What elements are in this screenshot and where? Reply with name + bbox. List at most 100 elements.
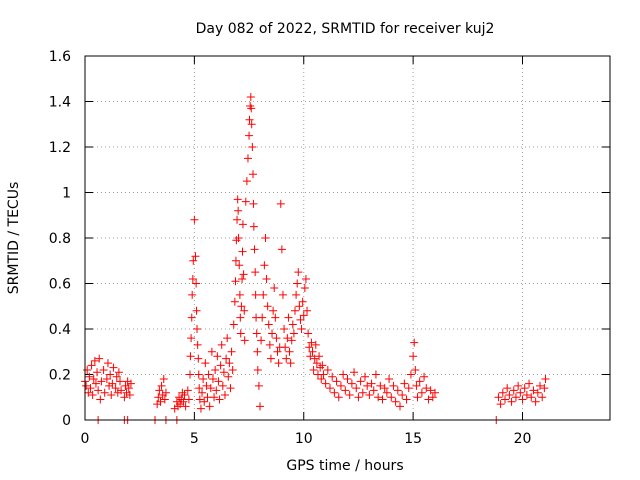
x-tick-label: 0	[81, 431, 90, 447]
data-point	[181, 402, 190, 411]
data-point	[518, 395, 527, 404]
data-point	[318, 361, 327, 370]
data-point	[234, 206, 243, 215]
data-point	[94, 386, 103, 395]
data-point	[516, 388, 525, 397]
data-point	[97, 377, 106, 386]
data-point	[288, 320, 297, 329]
data-point	[112, 372, 121, 381]
data-point	[284, 313, 293, 322]
data-point	[228, 365, 237, 374]
data-point	[237, 302, 246, 311]
data-point	[155, 386, 164, 395]
data-point	[216, 361, 225, 370]
data-point	[211, 365, 220, 374]
data-point	[246, 92, 255, 101]
data-point	[114, 368, 123, 377]
data-point	[297, 325, 306, 333]
data-point	[103, 359, 112, 368]
data-point	[219, 368, 228, 377]
x-tick-label: 5	[190, 431, 199, 447]
data-point	[503, 384, 512, 393]
data-point	[263, 302, 272, 311]
data-point	[240, 336, 249, 345]
data-point	[328, 372, 337, 381]
data-point	[90, 356, 99, 365]
data-point	[227, 347, 236, 356]
data-point	[385, 375, 394, 384]
data-point	[356, 377, 365, 386]
data-point	[243, 154, 252, 163]
data-point	[253, 365, 262, 374]
data-point	[369, 386, 378, 395]
data-point	[234, 234, 243, 242]
data-point	[257, 336, 266, 345]
x-tick-label: 10	[295, 431, 313, 447]
data-point	[82, 381, 91, 390]
data-point	[201, 359, 210, 368]
data-point	[249, 222, 258, 231]
data-point	[269, 306, 278, 315]
data-point	[198, 388, 207, 397]
data-point	[85, 372, 94, 381]
data-point	[126, 379, 135, 388]
grid-lines	[85, 56, 610, 420]
data-point	[245, 115, 254, 124]
data-point	[330, 388, 339, 397]
data-point	[259, 290, 268, 299]
data-point	[195, 384, 204, 393]
data-point	[404, 384, 413, 393]
data-point	[424, 395, 433, 404]
data-point	[91, 379, 100, 388]
data-point	[326, 384, 334, 393]
data-point	[426, 386, 435, 395]
data-point	[157, 381, 166, 390]
data-point	[389, 381, 398, 390]
data-point	[412, 381, 421, 390]
data-point	[282, 354, 291, 363]
data-point	[180, 390, 189, 399]
data-point	[422, 384, 431, 393]
data-point	[398, 390, 407, 399]
data-point	[264, 320, 273, 329]
data-point	[93, 368, 102, 377]
data-point	[400, 379, 409, 388]
data-point	[184, 395, 193, 404]
data-point	[258, 313, 267, 322]
data-point	[240, 306, 249, 315]
data-point	[285, 347, 294, 356]
data-point	[321, 379, 330, 388]
data-point	[206, 384, 215, 393]
data-point	[221, 390, 229, 399]
data-point	[261, 234, 270, 242]
data-point	[161, 388, 170, 397]
data-point	[428, 393, 437, 402]
data-point	[249, 199, 258, 208]
x-axis-label: GPS time / hours	[286, 458, 403, 474]
data-point	[274, 359, 283, 368]
data-point	[268, 329, 277, 338]
data-point	[301, 274, 310, 283]
data-point	[540, 384, 549, 393]
data-point	[195, 395, 204, 404]
data-point	[411, 365, 420, 374]
data-point	[277, 245, 286, 254]
data-point	[83, 365, 92, 374]
data-point	[501, 395, 509, 404]
y-tick-label: 0.8	[49, 231, 71, 247]
data-point	[87, 361, 96, 370]
data-point	[200, 397, 209, 406]
data-point	[294, 268, 303, 277]
data-point	[256, 402, 264, 411]
data-point	[270, 284, 279, 293]
data-point	[250, 245, 259, 254]
data-point	[281, 343, 290, 352]
plot-frame	[84, 55, 611, 421]
data-point	[241, 197, 250, 206]
data-point	[380, 384, 389, 393]
data-point	[229, 320, 238, 329]
data-point	[188, 274, 197, 283]
data-point	[233, 195, 242, 204]
data-point	[125, 390, 134, 399]
